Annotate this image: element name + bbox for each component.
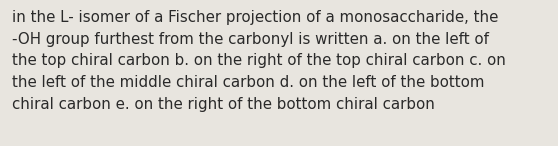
Text: in the L- isomer of a Fischer projection of a monosaccharide, the
-OH group furt: in the L- isomer of a Fischer projection… <box>12 10 506 112</box>
